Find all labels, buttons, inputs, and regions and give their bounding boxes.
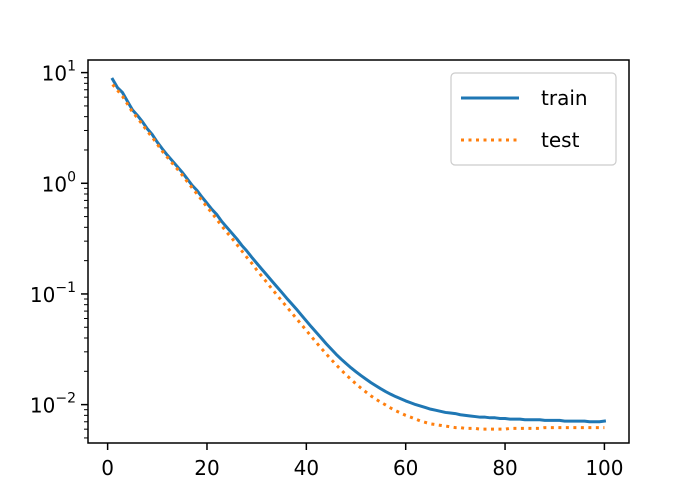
series-line-train: [110, 77, 607, 424]
x-tick-label: 20: [194, 456, 219, 480]
legend-label-test: test: [541, 128, 580, 152]
y-tick-label: 10−1: [30, 280, 76, 307]
x-tick-label: 100: [585, 456, 623, 480]
legend-box: [450, 72, 617, 166]
x-tick-label: 0: [101, 456, 114, 480]
series-line-test: [111, 83, 605, 431]
x-tick-label: 40: [294, 456, 319, 480]
axes-frame: [87, 59, 630, 444]
ticks-layer: 0 20 40 60 80 100 101 100 10−1 10−2: [30, 59, 624, 480]
plot-layer: [110, 77, 607, 431]
y-tick-label: 100: [42, 169, 76, 196]
y-tick-label: 101: [42, 59, 76, 86]
y-tick-label: 10−2: [30, 391, 76, 418]
x-tick-label: 80: [492, 456, 517, 480]
legend: train test: [450, 72, 617, 166]
x-tick-label: 60: [393, 456, 418, 480]
legend-label-train: train: [541, 86, 588, 110]
